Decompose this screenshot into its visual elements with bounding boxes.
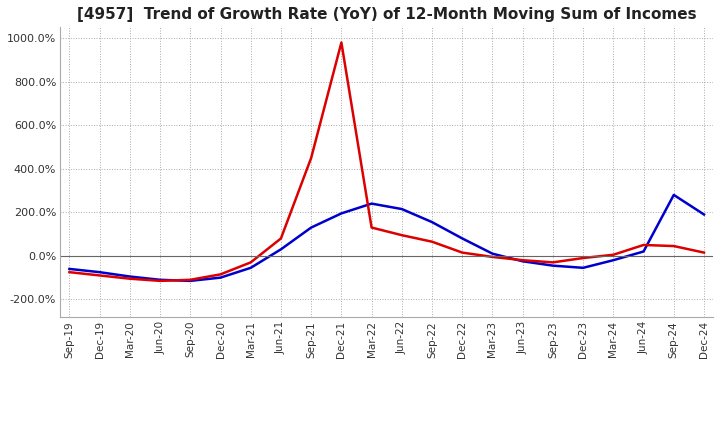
Ordinary Income Growth Rate [488,251,497,257]
Ordinary Income Growth Rate [397,206,406,212]
Ordinary Income Growth Rate [458,236,467,241]
Ordinary Income Growth Rate [95,270,104,275]
Net Income Growth Rate [428,239,436,244]
Net Income Growth Rate [397,232,406,238]
Net Income Growth Rate [216,272,225,277]
Title: [4957]  Trend of Growth Rate (YoY) of 12-Month Moving Sum of Incomes: [4957] Trend of Growth Rate (YoY) of 12-… [77,7,696,22]
Ordinary Income Growth Rate [609,257,618,263]
Net Income Growth Rate [276,236,285,241]
Net Income Growth Rate [156,278,164,283]
Net Income Growth Rate [549,260,557,265]
Net Income Growth Rate [609,252,618,257]
Net Income Growth Rate [458,250,467,255]
Ordinary Income Growth Rate [549,263,557,268]
Net Income Growth Rate [367,225,376,230]
Net Income Growth Rate [65,270,73,275]
Ordinary Income Growth Rate [186,278,194,283]
Ordinary Income Growth Rate [518,259,527,264]
Net Income Growth Rate [246,260,255,265]
Ordinary Income Growth Rate [670,192,678,198]
Ordinary Income Growth Rate [216,275,225,280]
Ordinary Income Growth Rate [307,225,315,230]
Net Income Growth Rate [95,273,104,278]
Ordinary Income Growth Rate [65,266,73,271]
Line: Ordinary Income Growth Rate: Ordinary Income Growth Rate [69,195,704,281]
Ordinary Income Growth Rate [337,211,346,216]
Net Income Growth Rate [125,276,134,281]
Ordinary Income Growth Rate [579,265,588,271]
Legend: Ordinary Income Growth Rate, Net Income Growth Rate: Ordinary Income Growth Rate, Net Income … [158,438,616,440]
Ordinary Income Growth Rate [639,249,648,254]
Net Income Growth Rate [337,40,346,45]
Net Income Growth Rate [700,250,708,255]
Line: Net Income Growth Rate: Net Income Growth Rate [69,43,704,281]
Ordinary Income Growth Rate [367,201,376,206]
Net Income Growth Rate [579,255,588,260]
Ordinary Income Growth Rate [125,274,134,279]
Net Income Growth Rate [670,243,678,249]
Ordinary Income Growth Rate [246,265,255,271]
Net Income Growth Rate [186,277,194,282]
Net Income Growth Rate [639,242,648,248]
Net Income Growth Rate [488,254,497,260]
Ordinary Income Growth Rate [276,247,285,252]
Ordinary Income Growth Rate [156,277,164,282]
Net Income Growth Rate [518,257,527,263]
Net Income Growth Rate [307,155,315,161]
Ordinary Income Growth Rate [700,212,708,217]
Ordinary Income Growth Rate [428,220,436,225]
